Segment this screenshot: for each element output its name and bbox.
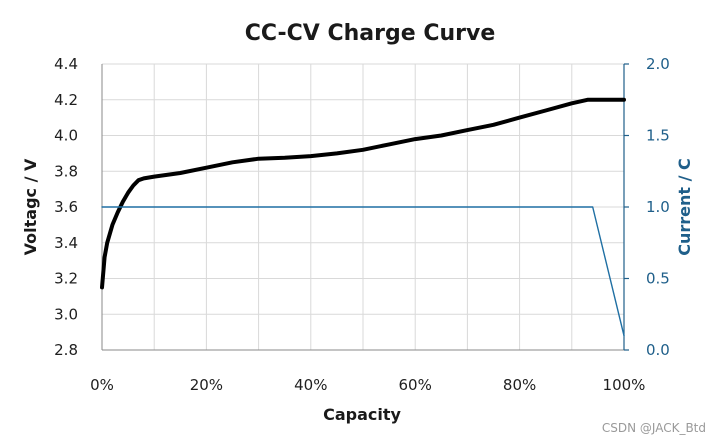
y2-tick-label: 1.0	[646, 198, 670, 216]
y-tick-label: 3.0	[54, 305, 78, 323]
y-tick-label: 3.4	[54, 234, 78, 252]
x-tick-label: 80%	[503, 376, 536, 394]
y2-tick-label: 1.5	[646, 127, 670, 145]
y-tick-label: 4.0	[54, 127, 78, 145]
x-tick-label: 60%	[399, 376, 432, 394]
x-tick-label: 40%	[294, 376, 327, 394]
tick-labels: 2.8 3.0 3.2 3.4 3.6 3.8 4.0 4.2 4.4 0.0 0.5 1.0 1.5 2…	[54, 55, 670, 394]
y2-tick-label: 0.0	[646, 341, 670, 359]
y-axis-label: Voltagc / V	[21, 158, 40, 255]
x-tick-label: 20%	[190, 376, 223, 394]
y2-axis-label: Current / C	[675, 158, 694, 256]
y2-tick-label: 0.5	[646, 270, 670, 288]
y2-tick-label: 2.0	[646, 55, 670, 73]
series	[100, 97, 626, 337]
x-tick-label: 0%	[90, 376, 114, 394]
x-axis-label: Capacity	[323, 405, 401, 424]
x-tick-label: 100%	[603, 376, 646, 394]
current-series-line	[101, 206, 625, 337]
y-tick-label: 4.2	[54, 91, 78, 109]
y-tick-label: 3.6	[54, 198, 78, 216]
voltage-series-line	[100, 97, 626, 290]
y-tick-label: 4.4	[54, 55, 78, 73]
watermark-text: CSDN @JACK_Btd	[602, 421, 706, 435]
y-tick-label: 3.8	[54, 162, 78, 180]
y-tick-label: 3.2	[54, 270, 78, 288]
chart-title: CC-CV Charge Curve	[245, 21, 496, 46]
y-tick-label: 2.8	[54, 341, 78, 359]
